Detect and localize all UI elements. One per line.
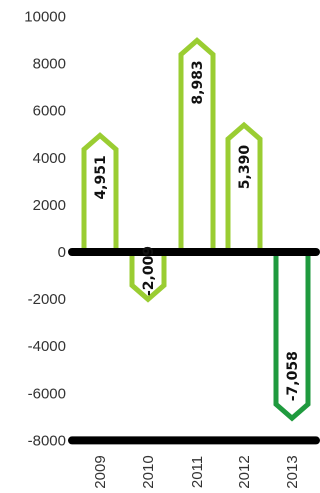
y-tick-label: 8000	[33, 56, 66, 73]
x-tick-label: 2010	[140, 455, 157, 488]
x-axis-ticks: 2009 2010 2011 2012 2013	[92, 455, 301, 488]
y-tick-label: 6000	[33, 103, 66, 120]
y-tick-label: -6000	[28, 385, 66, 402]
y-tick-label: -8000	[28, 432, 66, 449]
y-tick-label: 4000	[33, 150, 66, 167]
bars	[81, 37, 311, 422]
data-label-2010: -2,009	[141, 246, 157, 296]
x-tick-label: 2009	[92, 455, 109, 488]
data-label-2012: 5,390	[237, 145, 253, 190]
bar-2010	[129, 252, 167, 303]
x-tick-label: 2012	[236, 455, 253, 488]
y-tick-label: -4000	[28, 338, 66, 355]
data-label-2009: 4,951	[93, 155, 109, 199]
x-tick-label: 2013	[284, 455, 301, 488]
bar-2011	[178, 37, 216, 252]
bar-2013	[273, 252, 311, 422]
bar-2009	[81, 132, 119, 252]
y-tick-label: 0	[58, 244, 66, 261]
data-label-2011: 8,983	[190, 60, 206, 104]
x-tick-label: 2011	[189, 456, 206, 488]
y-axis-ticks: 10000 8000 6000 4000 2000 0 -2000 -4000 -6000 -80…	[24, 9, 66, 450]
axis-lines	[68, 248, 320, 445]
y-tick-label: 10000	[24, 9, 66, 26]
y-tick-label: -2000	[28, 291, 66, 308]
data-label-2013: -7,058	[285, 351, 301, 401]
y-tick-label: 2000	[33, 197, 66, 214]
bar-2012	[225, 121, 263, 252]
data-labels: 4,951 -2,009 8,983 5,390 -7,058	[93, 60, 301, 401]
